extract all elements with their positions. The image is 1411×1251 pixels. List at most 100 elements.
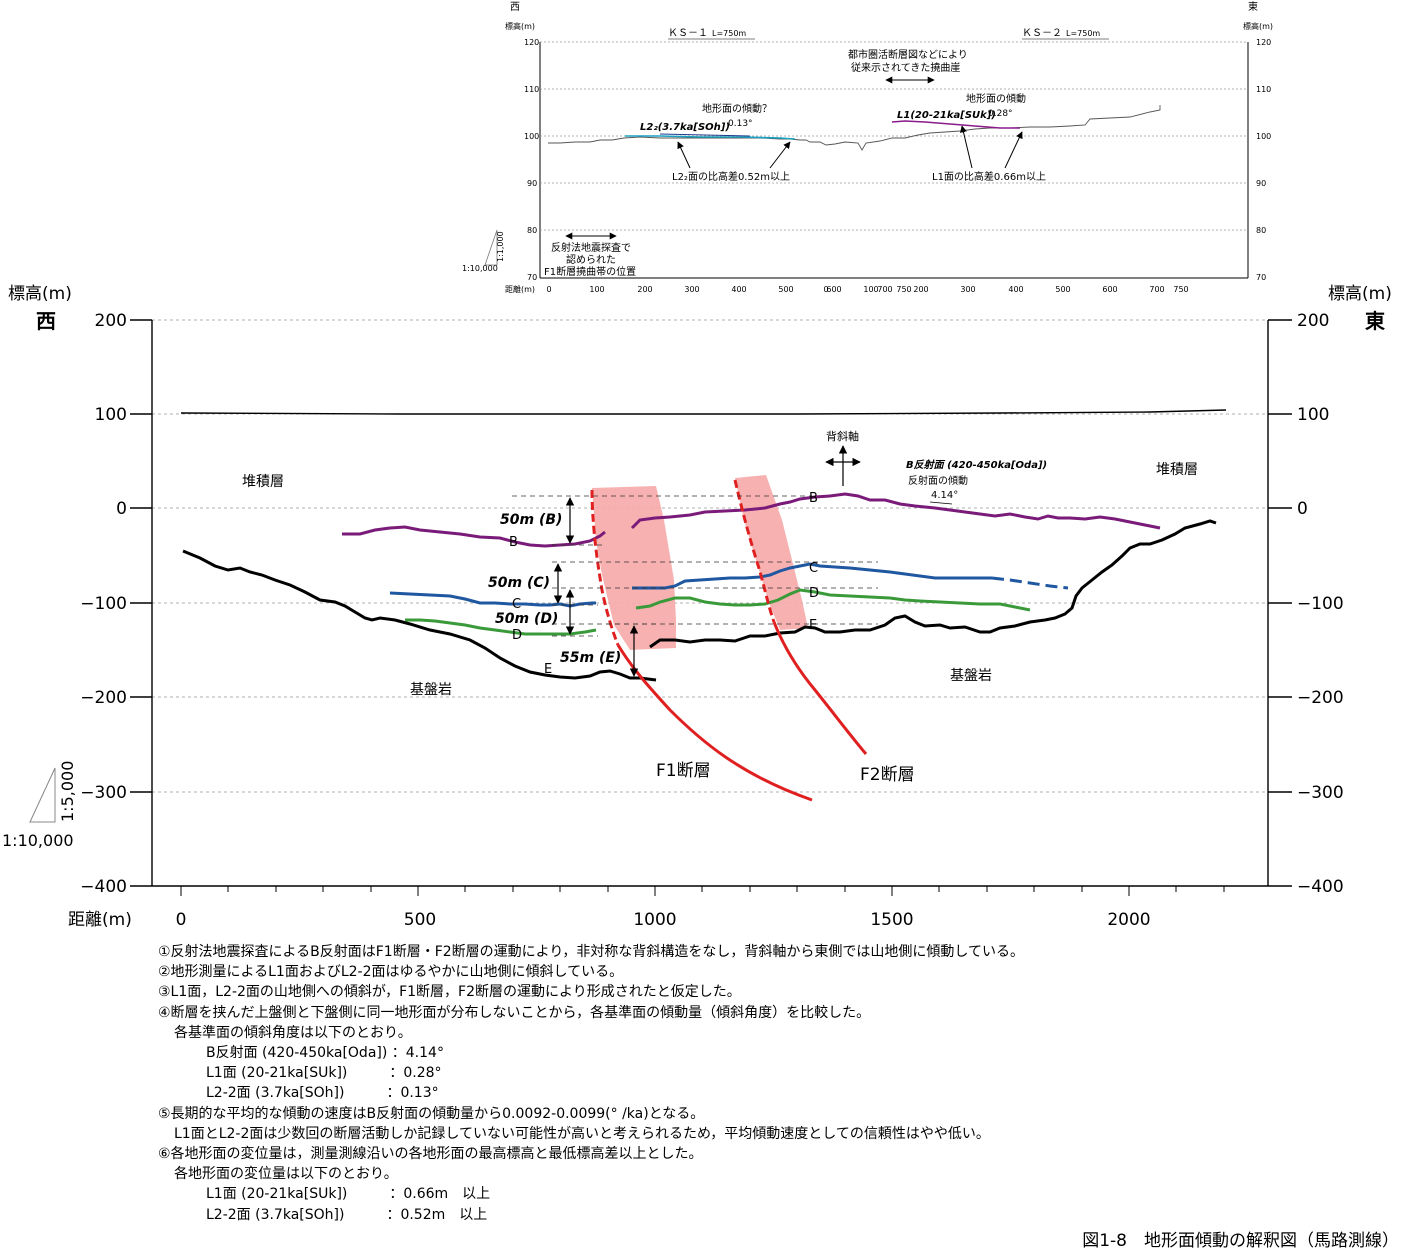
note-item: L1面 (20-21ka[SUk]) ：0.28° [206, 1065, 442, 1082]
anticline-axis-label: 背斜軸 [826, 429, 859, 443]
top-xtick: 100 [589, 285, 604, 294]
basement-label-west: 基盤岩 [410, 681, 452, 698]
main-ytick-0: 0 [116, 499, 127, 519]
top-ytick-r110: 110 [1256, 85, 1271, 94]
ground-surface-line [180, 409, 1227, 415]
horizon-b-line-east [630, 492, 1161, 530]
top-l1-surface-line [891, 120, 1020, 129]
f1-fault-label: F1断層 [656, 761, 711, 781]
top-xtick: 750 [1173, 285, 1188, 294]
explanatory-notes: ①反射法地震探査によるB反射面はF1断層・F2断層の運動により，非対称な背斜構造… [158, 942, 1278, 1225]
top-ks2-name: ＫＳ－２ [1022, 28, 1062, 39]
f2-fault-label: F2断層 [860, 765, 915, 785]
top-ytick-r70: 70 [1256, 273, 1266, 282]
horizon-b-line-west [342, 525, 606, 548]
top-tilt-question: 地形面の傾動？ [702, 102, 772, 115]
top-profile: 西 東 標高(m) 標高(m) 120 110 100 90 80 70 120… [462, 0, 1273, 294]
top-ks1-name: ＫＳ－１ [668, 28, 708, 39]
top-flexure-note-1: 都市圏活断層図などにより [848, 48, 968, 61]
main-ytick-r0: 0 [1297, 499, 1308, 519]
top-scale-v: 1:1,000 [496, 231, 505, 262]
b-angle-label: 4.14° [931, 490, 958, 501]
main-y-ticks: 200 100 0 −100 −200 −300 −400 [80, 311, 127, 897]
note-item: L2-2面 (3.7ka[SOh]) ：0.52m 以上 [206, 1206, 488, 1223]
note-item: ④断層を挟んだ上盤側と下盤側に同一地形面が分布しないことから，各基準面の傾動量（… [158, 1004, 871, 1021]
top-distance-label: 距離(m) [505, 284, 535, 294]
horizon-d-letter-east: D [809, 586, 819, 601]
top-seismic-note-2: 認められた [566, 253, 616, 266]
f2-fault-line [772, 621, 868, 755]
horizon-b-letter-west: B [509, 535, 518, 550]
main-west-label: 西 [36, 309, 56, 333]
top-ytick-90: 90 [527, 179, 537, 188]
main-xtick-2000: 2000 [1107, 910, 1150, 930]
top-xtick: 500 [1055, 285, 1070, 294]
offset-c-label: 50m (C) [488, 575, 550, 591]
main-east-label: 東 [1365, 309, 1385, 333]
main-ytick-m400: −400 [80, 877, 127, 897]
top-xtick: 500 [778, 285, 793, 294]
top-elev-label-left: 標高(m) [505, 21, 535, 31]
main-ytick-100: 100 [95, 405, 127, 425]
horizon-e-letter-west: E [544, 662, 552, 677]
top-ks2-length: L=750m [1066, 29, 1100, 38]
top-xtick: 300 [684, 285, 699, 294]
note-item: ②地形測量によるL1面およびL2-2面はゆるやかに山地側に傾斜している。 [158, 964, 624, 981]
top-l22-surface-line [625, 135, 796, 140]
top-l22-surface-label: L2₂(3.7ka[SOh]) [640, 122, 730, 133]
top-xtick: 600 [826, 285, 841, 294]
main-y-ticks-right: 200 100 0 −100 −200 −300 −400 [1297, 311, 1344, 897]
top-ytick-r120: 120 [1256, 38, 1271, 47]
top-y-ticks: 120 110 100 90 80 70 120 110 100 90 80 7… [524, 38, 1271, 282]
top-seismic-note-1: 反射法地震探査で [551, 241, 631, 254]
top-elev-label-right: 標高(m) [1243, 21, 1273, 31]
main-ytick-m100: −100 [80, 594, 127, 614]
horizon-e-letter-east: E [809, 618, 817, 633]
note-item: B反射面 (420-450ka[Oda]) ：4.14° [206, 1045, 444, 1062]
top-flexure-note-2: 従来示されてきた撓曲崖 [851, 61, 960, 74]
figure-caption: 図1-8 地形面傾動の解釈図（馬路測線） [1082, 1231, 1399, 1251]
main-ytick-m300: −300 [80, 783, 127, 803]
top-ytick-70: 70 [527, 273, 537, 282]
main-section: 標高(m) 西 標高(m) 東 [2, 284, 1392, 930]
note-item: ③L1面，L2-2面の山地側への傾斜が，F1断層，F2断層の運動により形成された… [158, 984, 741, 1001]
top-xtick: 700 [1149, 285, 1164, 294]
top-angle-l22: 0.13° [728, 119, 753, 129]
main-ytick-200: 200 [95, 311, 127, 331]
f1-fault-line [616, 644, 813, 802]
basement-top-line-west [182, 549, 657, 682]
basement-top-line-east [649, 519, 1217, 649]
note-item: L1面とL2-2面は少数回の断層活動しか記録していない可能性が高いと考えられるた… [174, 1125, 990, 1142]
top-xtick: 200 [637, 285, 652, 294]
main-scale-v: 1:5,000 [58, 761, 77, 822]
main-elev-label-left: 標高(m) [8, 284, 72, 304]
main-ytick-r100: 100 [1297, 405, 1329, 425]
main-xtick-1500: 1500 [870, 910, 913, 930]
horizon-c-letter-east: C [809, 561, 818, 576]
main-ytick-rm300: −300 [1297, 783, 1344, 803]
top-xtick: 600 [1102, 285, 1117, 294]
main-xtick-500: 500 [404, 910, 436, 930]
horizon-letters: B C D E B C D E [509, 491, 819, 677]
top-xtick: 300 [960, 285, 975, 294]
main-distance-label: 距離(m) [68, 910, 132, 930]
note-item: L1面 (20-21ka[SUk]) ：0.66m 以上 [206, 1186, 491, 1203]
main-ytick-rm400: −400 [1297, 877, 1344, 897]
top-xtick: 750 [896, 285, 911, 294]
top-topography-profile [548, 105, 1161, 151]
main-gridlines [152, 319, 1268, 793]
horizon-c-line-projected [991, 576, 1069, 590]
main-ytick-rm200: −200 [1297, 688, 1344, 708]
horizon-d-letter-west: D [512, 628, 522, 643]
top-l22-height-label: L2₂面の比高差0.52m以上 [672, 170, 790, 183]
note-item: 各基準面の傾斜角度は以下のとおり。 [174, 1024, 412, 1041]
main-elev-label-right: 標高(m) [1328, 284, 1392, 304]
f1-fault-line-dashed [590, 489, 620, 646]
offset-b-label: 50m (B) [500, 512, 562, 528]
top-xtick: 0 [823, 285, 828, 294]
offset-e-label: 55m (E) [560, 650, 621, 666]
top-xtick: 0 [546, 285, 551, 294]
top-ytick-r90: 90 [1256, 179, 1266, 188]
horizon-c-line-west [389, 591, 596, 608]
horizon-b-letter-east: B [809, 491, 818, 506]
